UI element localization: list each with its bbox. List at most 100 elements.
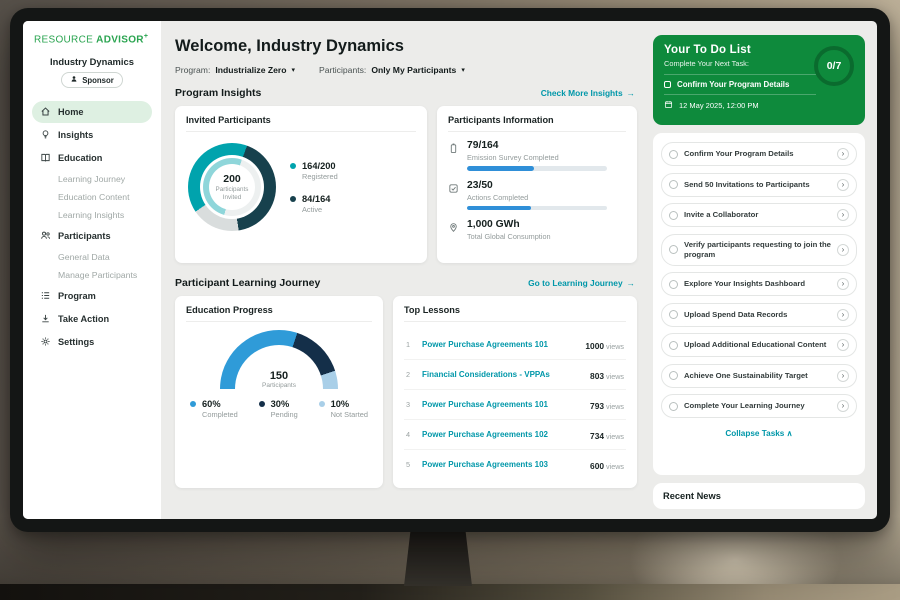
legend-value: 60% <box>202 399 221 409</box>
education-gauge: 150 Participants <box>220 330 338 389</box>
metric-label: Actions Completed <box>467 192 529 202</box>
legend-label: Not Started <box>330 410 368 419</box>
chevron-right-icon[interactable]: › <box>837 243 849 256</box>
section-title-program-insights: Program Insights <box>175 87 262 99</box>
lesson-views-count: 803 <box>590 370 605 381</box>
radio-checkbox-icon[interactable] <box>669 371 678 380</box>
lesson-rank: 4 <box>406 430 411 439</box>
chevron-right-icon[interactable]: › <box>837 209 849 221</box>
people-icon <box>40 230 51 243</box>
sidebar-item-education-content[interactable]: Education Content <box>32 188 152 206</box>
monitor-bezel: RESOURCE ADVISOR+ Industry Dynamics Spon… <box>10 8 890 532</box>
metric-emission-survey: 79/164 Emission Survey Completed <box>448 140 626 171</box>
card-title: Top Lessons <box>404 305 626 322</box>
radio-checkbox-icon[interactable] <box>669 149 678 159</box>
sidebar-item-manage-participants[interactable]: Manage Participants <box>32 266 152 284</box>
sidebar-item-home[interactable]: Home <box>32 101 152 124</box>
chevron-right-icon[interactable]: › <box>837 308 849 321</box>
chevron-right-icon[interactable]: › <box>837 339 849 351</box>
task-row[interactable]: Upload Additional Educational Content › <box>661 333 857 357</box>
sidebar-item-label: Program <box>58 291 96 302</box>
lesson-views-word: views <box>606 461 624 471</box>
main-content: Welcome, Industry Dynamics Program: Indu… <box>161 21 649 519</box>
task-row[interactable]: Verify participants requesting to join t… <box>661 233 857 266</box>
task-label: Confirm Your Program Details <box>684 149 794 158</box>
program-filter-dropdown[interactable]: Program: Industrialize Zero ▾ <box>175 65 295 75</box>
link-label: Check More Insights <box>540 88 623 98</box>
lesson-row[interactable]: 2 Financial Considerations - VPPAs 803 vi… <box>404 360 626 390</box>
legend-label: Pending <box>270 410 298 419</box>
lesson-views-word: views <box>606 431 624 441</box>
sidebar-subitem-label: Learning Journey <box>58 174 126 185</box>
lesson-link[interactable]: Power Purchase Agreements 102 <box>422 430 548 439</box>
section-title-learning-journey: Participant Learning Journey <box>175 277 321 289</box>
lesson-rank: 5 <box>406 460 411 469</box>
check-more-insights-link[interactable]: Check More Insights → <box>541 88 635 98</box>
lesson-link[interactable]: Power Purchase Agreements 103 <box>422 460 548 469</box>
task-row[interactable]: Explore Your Insights Dashboard › <box>661 272 857 296</box>
radio-checkbox-icon[interactable] <box>669 340 678 350</box>
donut-center-label: Participants Invited <box>215 185 249 201</box>
participants-filter-dropdown[interactable]: Participants: Only My Participants ▾ <box>319 65 465 75</box>
todo-next-task[interactable]: Confirm Your Program Details <box>664 74 816 94</box>
sidebar-item-insights[interactable]: Insights <box>32 124 152 146</box>
invited-participants-card: Invited Participants 200 Participants In… <box>175 106 427 263</box>
radio-checkbox-icon[interactable] <box>669 210 678 220</box>
task-label: Invite a Collaborator <box>684 210 759 219</box>
metric-value: 23/50 <box>467 179 493 191</box>
lesson-row[interactable]: 4 Power Purchase Agreements 102 734 views <box>404 420 626 450</box>
legend-dot-lightblue <box>318 401 325 407</box>
lesson-rank: 2 <box>406 370 411 379</box>
gauge-center-label: Participants <box>262 382 296 389</box>
task-label: Complete Your Learning Journey <box>684 401 805 410</box>
go-to-learning-journey-link[interactable]: Go to Learning Journey → <box>528 278 635 288</box>
task-row[interactable]: Achieve One Sustainability Target › <box>661 363 857 388</box>
radio-checkbox-icon[interactable] <box>669 245 678 254</box>
sidebar-item-settings[interactable]: Settings <box>32 331 152 353</box>
donut-center-value: 200 <box>223 172 241 185</box>
lesson-link[interactable]: Power Purchase Agreements 101 <box>422 400 548 409</box>
sidebar-item-program[interactable]: Program <box>32 285 152 307</box>
sidebar-item-learning-insights[interactable]: Learning Insights <box>32 206 152 224</box>
recent-news-card[interactable]: Recent News <box>653 483 865 509</box>
donut-hole-center <box>209 164 255 210</box>
task-row[interactable]: Confirm Your Program Details › <box>661 142 857 166</box>
lesson-row[interactable]: 1 Power Purchase Agreements 101 1000 view… <box>404 330 626 360</box>
task-row[interactable]: Complete Your Learning Journey › <box>661 394 857 418</box>
sidebar-item-participants[interactable]: Participants <box>32 225 152 247</box>
sidebar-item-learning-journey[interactable]: Learning Journey <box>32 170 152 188</box>
sponsor-badge[interactable]: Sponsor <box>61 72 123 89</box>
checkbox-icon[interactable] <box>664 81 671 88</box>
chevron-right-icon[interactable]: › <box>837 148 849 160</box>
chevron-right-icon[interactable]: › <box>837 400 849 412</box>
legend-active: 84/164 Active <box>290 194 338 214</box>
task-row[interactable]: Send 50 Invitations to Participants › <box>661 172 857 197</box>
lesson-link[interactable]: Financial Considerations - VPPAs <box>422 370 550 379</box>
sidebar-item-education[interactable]: Education <box>32 147 152 169</box>
chevron-right-icon[interactable]: › <box>837 178 849 191</box>
todo-column: Your To Do List Complete Your Next Task:… <box>649 21 877 519</box>
radio-checkbox-icon[interactable] <box>669 279 678 289</box>
participants-filter-value: Only My Participants <box>371 65 457 75</box>
card-title: Participants Information <box>448 115 626 132</box>
sidebar-item-general-data[interactable]: General Data <box>32 248 152 266</box>
chevron-right-icon[interactable]: › <box>837 278 849 290</box>
radio-checkbox-icon[interactable] <box>669 401 678 411</box>
sidebar-item-take-action[interactable]: Take Action <box>32 308 152 330</box>
task-row[interactable]: Upload Spend Data Records › <box>661 302 857 327</box>
chevron-right-icon[interactable]: › <box>837 369 849 382</box>
lesson-row[interactable]: 5 Power Purchase Agreements 103 600 views <box>404 450 626 479</box>
legend-registered: 164/200 Registered <box>290 161 338 181</box>
participants-information-card: Participants Information 79/164 Emission… <box>437 106 637 263</box>
radio-checkbox-icon[interactable] <box>669 180 678 189</box>
radio-checkbox-icon[interactable] <box>669 310 678 319</box>
legend-value: 10% <box>330 399 350 409</box>
task-row[interactable]: Invite a Collaborator › <box>661 203 857 227</box>
collapse-tasks-link[interactable]: Collapse Tasks ∧ <box>661 425 857 439</box>
lesson-views-word: views <box>606 401 624 411</box>
lesson-link[interactable]: Power Purchase Agreements 101 <box>422 340 548 349</box>
lesson-row[interactable]: 3 Power Purchase Agreements 101 793 views <box>404 390 626 420</box>
home-icon <box>40 106 51 119</box>
legend-value: 30% <box>270 399 290 409</box>
legend-dot-dark <box>290 195 296 202</box>
